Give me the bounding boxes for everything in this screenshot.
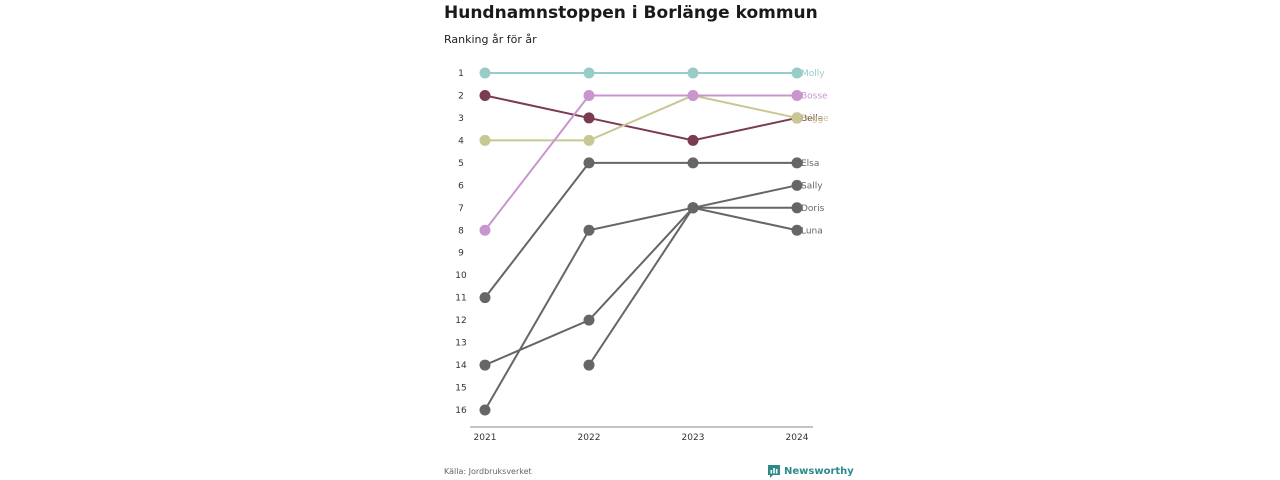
y-tick-label: 7 — [458, 204, 464, 214]
data-point-bosse[interactable] — [687, 89, 699, 101]
data-point-doris[interactable] — [479, 359, 491, 371]
data-point-elsa[interactable] — [687, 157, 699, 169]
y-tick-label: 1 — [458, 69, 464, 79]
y-tick-label: 5 — [458, 159, 464, 169]
y-tick-label: 16 — [455, 406, 467, 416]
data-point-doris[interactable] — [791, 202, 803, 214]
data-point-molly[interactable] — [687, 67, 699, 79]
data-point-molly[interactable] — [583, 67, 595, 79]
series-sally — [479, 179, 803, 416]
data-point-luna[interactable] — [791, 224, 803, 236]
data-point-bosse[interactable] — [479, 224, 491, 236]
x-axis: 2021 2022 2023 2024 — [470, 426, 813, 443]
end-label-elsa: Elsa — [801, 159, 819, 169]
brand-logo[interactable]: Newsworthy — [768, 465, 854, 478]
end-label-bosse: Bosse — [801, 91, 828, 101]
series-line-sally — [484, 184, 798, 411]
end-label-molly: Molly — [801, 69, 825, 79]
y-tick-label: 8 — [458, 226, 464, 236]
x-tick-label: 2022 — [578, 433, 601, 443]
data-point-sally[interactable] — [791, 179, 803, 191]
series-elsa — [479, 157, 803, 304]
chart-title: Hundnamnstoppen i Borlänge kommun — [444, 3, 818, 23]
y-tick-label: 3 — [458, 114, 464, 124]
data-point-bella[interactable] — [583, 112, 595, 124]
series-line-frigge — [485, 94, 798, 142]
data-point-frigge[interactable] — [479, 134, 491, 146]
data-point-bosse[interactable] — [791, 89, 803, 101]
y-tick-label: 13 — [455, 339, 466, 349]
y-tick-label: 14 — [455, 361, 467, 371]
x-tick-label: 2024 — [786, 433, 809, 443]
series-frigge — [479, 89, 803, 146]
data-point-sally[interactable] — [583, 224, 595, 236]
data-point-bella[interactable] — [479, 89, 491, 101]
data-point-doris[interactable] — [583, 314, 595, 326]
source-note: Källa: Jordbruksverket — [444, 467, 532, 476]
end-label-luna: Luna — [801, 226, 823, 236]
data-point-elsa[interactable] — [583, 157, 595, 169]
y-tick-label: 6 — [458, 181, 464, 191]
data-point-bosse[interactable] — [583, 89, 595, 101]
end-label-frigge: Frigge — [801, 114, 829, 124]
data-point-sally[interactable] — [479, 404, 491, 416]
series-line-doris — [484, 206, 797, 366]
series-line-bosse — [484, 94, 797, 231]
data-point-frigge[interactable] — [583, 134, 595, 146]
y-tick-label: 11 — [455, 294, 466, 304]
series-line-elsa — [484, 161, 797, 299]
y-tick-label: 12 — [455, 316, 466, 326]
y-tick-label: 4 — [458, 136, 464, 146]
y-tick-label: 10 — [455, 271, 467, 281]
newsworthy-logo-icon — [768, 465, 780, 478]
y-tick-label: 2 — [458, 91, 464, 101]
y-tick-label: 9 — [458, 249, 464, 259]
data-point-frigge[interactable] — [791, 112, 803, 124]
data-point-molly[interactable] — [791, 67, 803, 79]
brand-name: Newsworthy — [784, 466, 854, 477]
x-tick-label: 2023 — [682, 433, 705, 443]
data-point-sally[interactable] — [687, 202, 699, 214]
series-molly — [479, 67, 803, 79]
series-bosse — [479, 89, 803, 236]
end-label-sally: Sally — [801, 181, 823, 191]
end-label-doris: Doris — [801, 204, 825, 214]
data-point-luna[interactable] — [583, 359, 595, 371]
data-point-bella[interactable] — [687, 134, 699, 146]
chart-subtitle: Ranking år för år — [444, 33, 537, 46]
series-luna — [583, 202, 803, 371]
series-line-bella — [484, 94, 798, 142]
series-layer — [479, 67, 803, 416]
y-tick-label: 15 — [455, 384, 466, 394]
data-point-elsa[interactable] — [479, 292, 491, 304]
end-label-bella: Bella — [801, 114, 823, 124]
data-point-elsa[interactable] — [791, 157, 803, 169]
data-point-molly[interactable] — [479, 67, 491, 79]
x-tick-label: 2021 — [474, 433, 497, 443]
